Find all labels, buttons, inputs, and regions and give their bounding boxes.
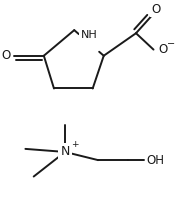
Text: O: O — [158, 43, 167, 56]
Text: NH: NH — [81, 30, 97, 40]
Text: N: N — [60, 145, 70, 158]
Text: −: − — [167, 39, 175, 49]
Text: OH: OH — [146, 154, 164, 167]
Text: O: O — [1, 49, 11, 62]
Text: +: + — [71, 140, 78, 149]
Text: O: O — [152, 3, 161, 16]
